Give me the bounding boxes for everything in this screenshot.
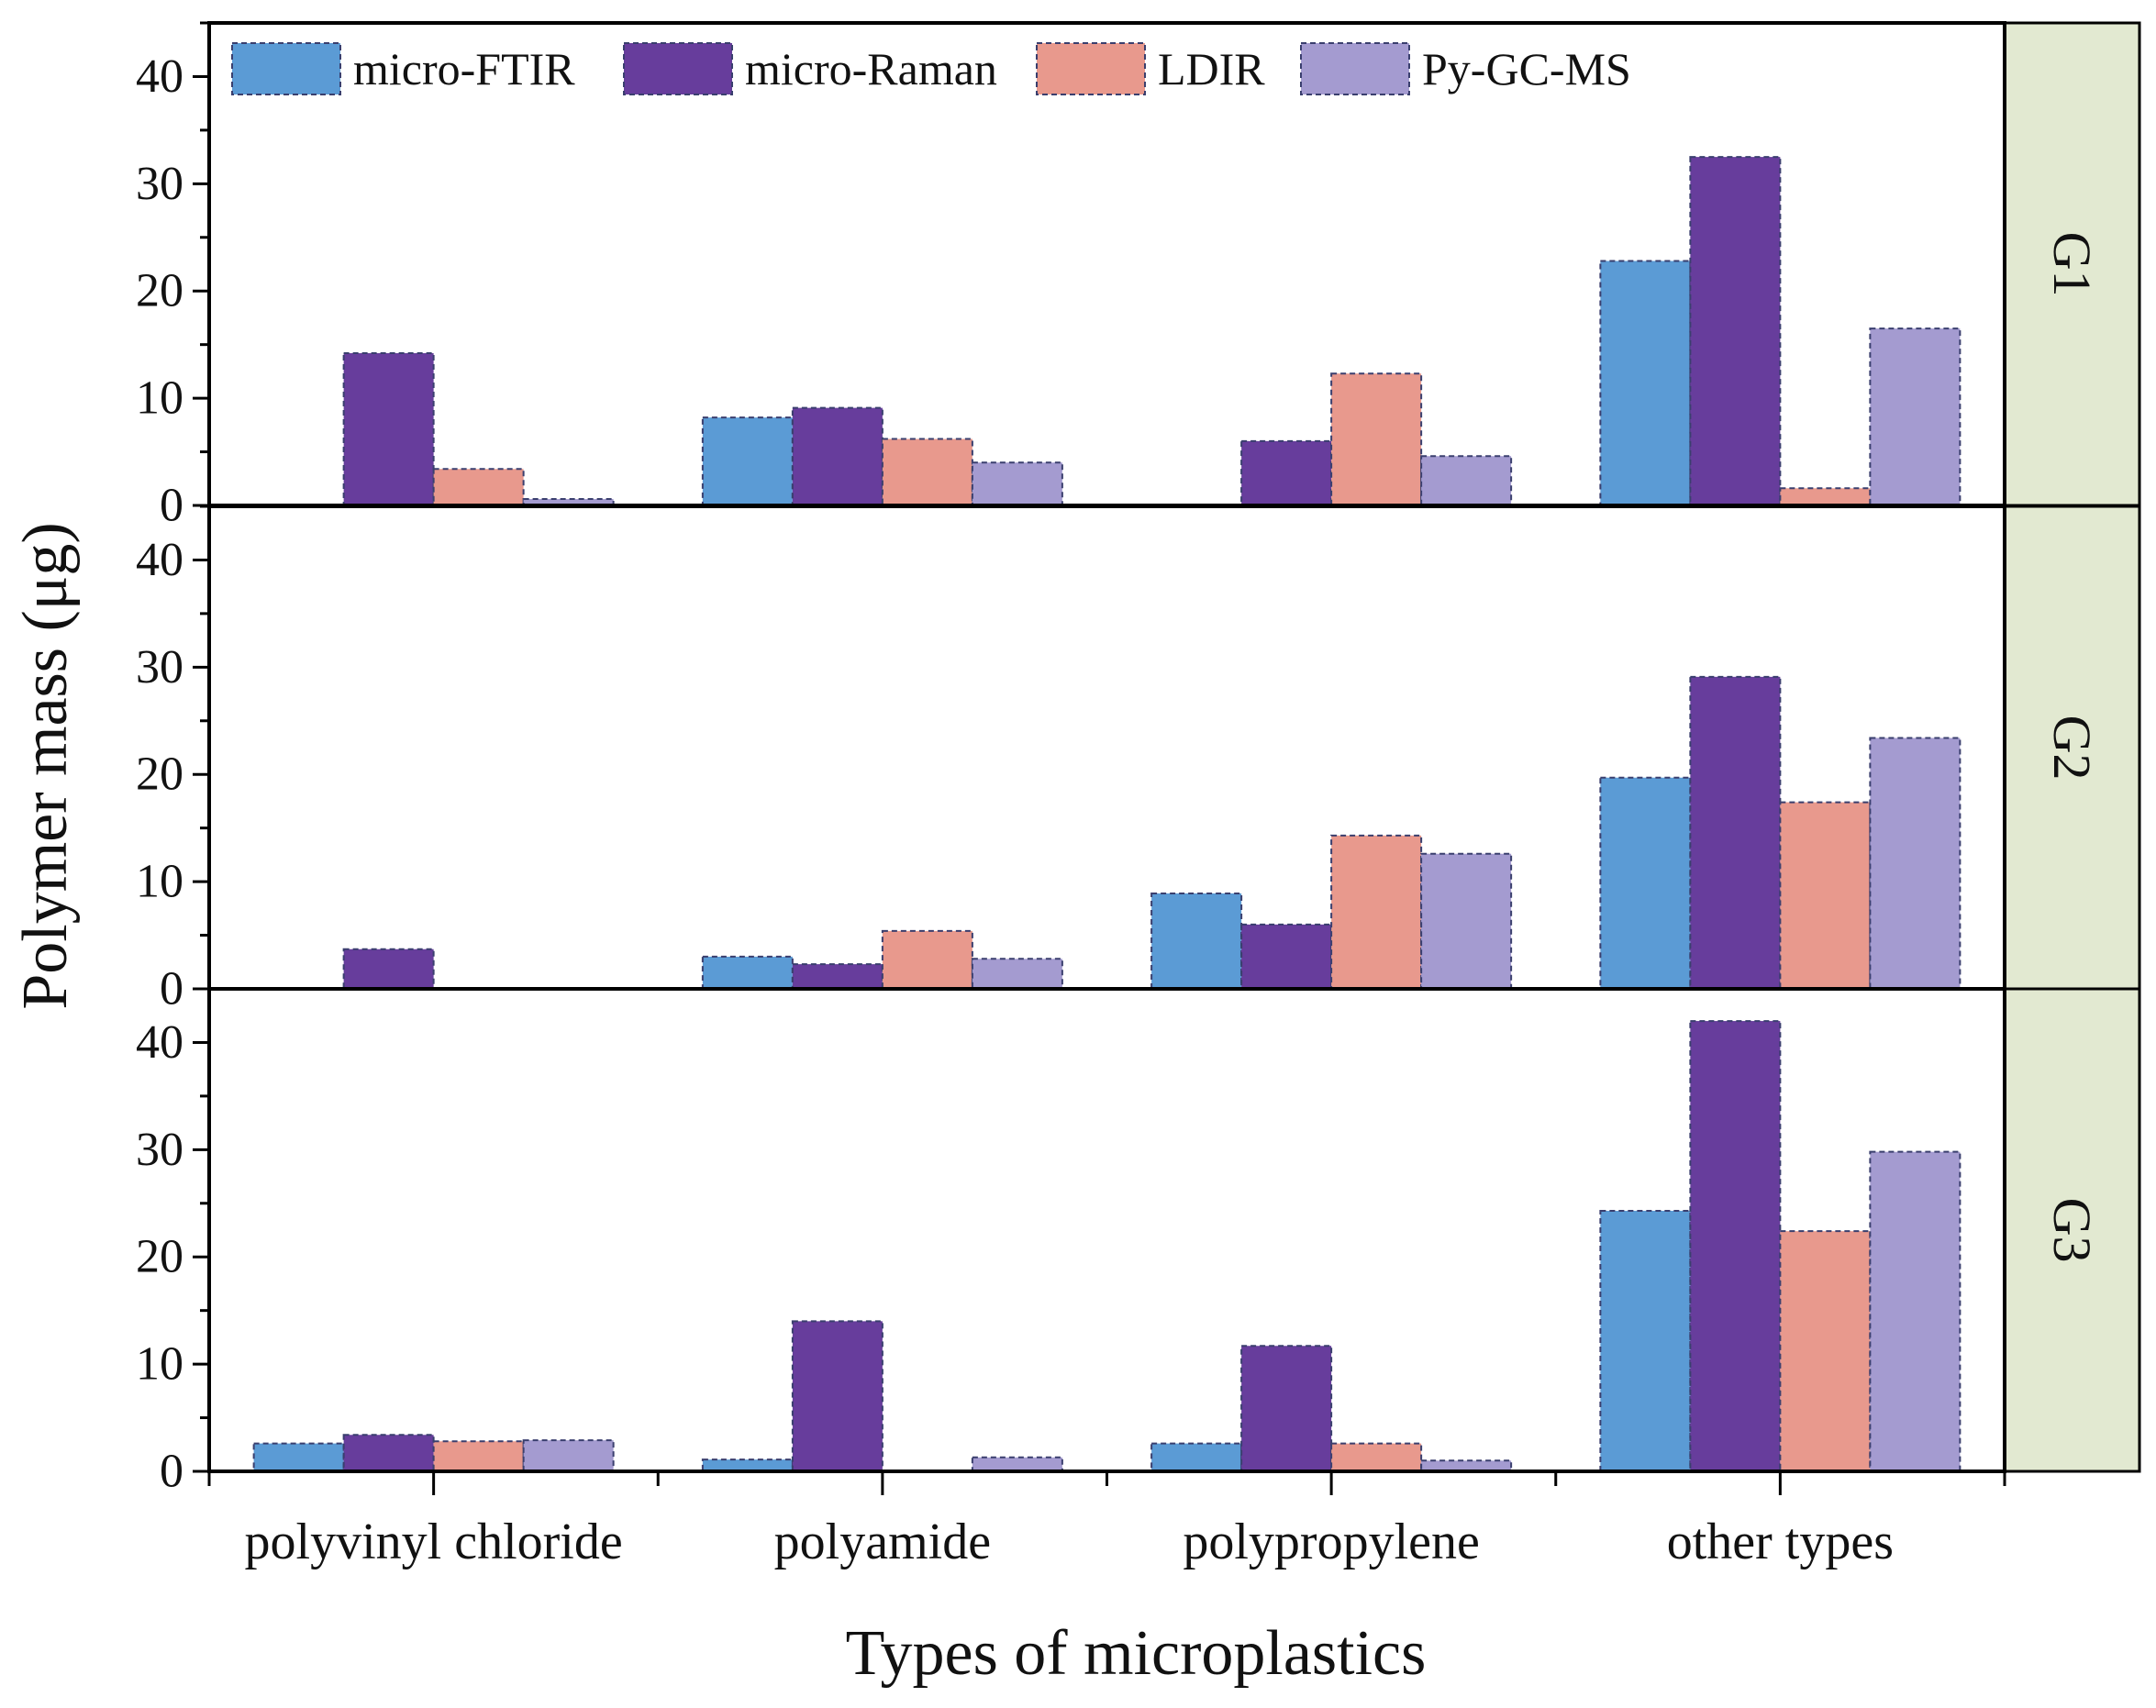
bar-g2-3-0 bbox=[1599, 776, 1692, 990]
bar-g3-0-2 bbox=[432, 1440, 525, 1473]
y-axis: 0 10 20 30 40 bbox=[136, 21, 209, 532]
bar-g1-1-1 bbox=[791, 406, 884, 506]
panel-strip bbox=[2003, 21, 2141, 507]
x-tick-label: polyvinyl chloride bbox=[245, 1514, 623, 1570]
bar-g3-2-2 bbox=[1330, 1442, 1423, 1472]
bar-g3-0-3 bbox=[522, 1439, 615, 1472]
legend-label: micro-FTIR bbox=[353, 43, 575, 94]
bar-g1-3-3 bbox=[1869, 327, 1962, 506]
bar-g3-1-1 bbox=[791, 1320, 884, 1473]
bar-g1-1-2 bbox=[881, 438, 973, 507]
y-axis: 0 10 20 30 40 bbox=[136, 987, 209, 1498]
bar-g2-1-1 bbox=[791, 963, 884, 991]
legend-label: micro-Raman bbox=[745, 43, 997, 94]
bar-g3-0-0 bbox=[252, 1442, 345, 1472]
legend-item-micro-raman: micro-Raman bbox=[623, 42, 997, 95]
x-tick-label: other types bbox=[1667, 1514, 1894, 1570]
y-tick-label: 20 bbox=[136, 265, 183, 317]
panel-strip bbox=[2003, 987, 2141, 1473]
legend-swatch bbox=[623, 42, 733, 95]
legend-label: LDIR bbox=[1158, 43, 1265, 94]
legend: micro-FTIR micro-Raman LDIR Py-GC-MS bbox=[231, 42, 1631, 95]
bar-g3-3-3 bbox=[1869, 1150, 1962, 1473]
bar-g2-2-3 bbox=[1420, 852, 1513, 990]
bar-g2-1-0 bbox=[701, 955, 794, 991]
bar-g1-2-3 bbox=[1420, 455, 1513, 506]
bar-g3-1-3 bbox=[971, 1456, 1063, 1472]
bar-g2-1-2 bbox=[881, 929, 973, 991]
bar-g3-3-2 bbox=[1779, 1230, 1872, 1473]
bar-g2-0-1 bbox=[342, 948, 435, 990]
bar-g2-1-3 bbox=[971, 958, 1063, 991]
bar-g1-0-1 bbox=[342, 352, 435, 507]
bar-g1-0-2 bbox=[432, 468, 525, 507]
bar-g2-3-1 bbox=[1689, 675, 1782, 990]
y-tick-label: 0 bbox=[160, 1446, 183, 1498]
legend-item-micro-ftir: micro-FTIR bbox=[231, 42, 575, 95]
panel-label: G3 bbox=[2042, 1198, 2102, 1263]
panel-g3: G3 0 10 20 30 40 bbox=[136, 987, 2141, 1498]
legend-item-py-gc-ms: Py-GC-MS bbox=[1300, 42, 1631, 95]
bar-g3-3-1 bbox=[1689, 1020, 1782, 1472]
bar-g1-1-3 bbox=[971, 461, 1063, 506]
legend-swatch bbox=[1036, 42, 1146, 95]
panel-g1: G1 0 10 20 30 40 bbox=[136, 21, 2141, 532]
bar-g2-2-1 bbox=[1240, 923, 1333, 990]
panel-label: G2 bbox=[2042, 715, 2102, 781]
bar-g2-3-3 bbox=[1869, 737, 1962, 990]
bar-g1-3-0 bbox=[1599, 260, 1692, 506]
bar-g1-2-2 bbox=[1330, 372, 1423, 506]
x-axis: polyvinyl chloride polyamide polypropylene… bbox=[207, 1471, 2006, 1570]
y-tick-label: 10 bbox=[136, 856, 183, 908]
bar-g3-2-3 bbox=[1420, 1459, 1513, 1473]
panels-layer: G1 0 10 20 30 40 G2 0 10 20 30 40 G3 0 10 20 30 40 bbox=[136, 21, 2141, 1498]
bar-g3-2-1 bbox=[1240, 1345, 1333, 1472]
y-tick-label: 0 bbox=[160, 963, 183, 1015]
y-tick-label: 40 bbox=[136, 534, 183, 586]
bar-g3-3-0 bbox=[1599, 1209, 1692, 1472]
y-axis-title: Polymer mass (μg) bbox=[10, 522, 81, 1009]
bar-g2-3-2 bbox=[1779, 801, 1872, 991]
bar-g1-3-1 bbox=[1689, 156, 1782, 506]
y-tick-label: 30 bbox=[136, 641, 183, 693]
y-tick-label: 40 bbox=[136, 50, 183, 103]
panel-strip bbox=[2003, 505, 2141, 991]
panel-label: G1 bbox=[2042, 232, 2102, 297]
y-tick-label: 30 bbox=[136, 1124, 183, 1176]
bar-g3-2-0 bbox=[1150, 1442, 1243, 1472]
legend-item-ldir: LDIR bbox=[1036, 42, 1265, 95]
y-tick-label: 10 bbox=[136, 372, 183, 425]
x-tick-label: polyamide bbox=[774, 1514, 991, 1570]
x-tick-label: polypropylene bbox=[1183, 1514, 1479, 1570]
y-tick-label: 20 bbox=[136, 1231, 183, 1283]
y-tick-label: 40 bbox=[136, 1016, 183, 1069]
bar-g1-2-1 bbox=[1240, 439, 1333, 506]
y-tick-label: 20 bbox=[136, 749, 183, 801]
y-tick-label: 0 bbox=[160, 480, 183, 532]
bar-g1-3-2 bbox=[1779, 487, 1872, 507]
y-tick-label: 10 bbox=[136, 1338, 183, 1391]
y-axis: 0 10 20 30 40 bbox=[136, 505, 209, 1015]
panel-g2: G2 0 10 20 30 40 bbox=[136, 505, 2141, 1015]
x-axis-title: Types of microplastics bbox=[846, 1618, 1427, 1689]
bar-g1-1-0 bbox=[701, 416, 794, 507]
bar-g3-0-1 bbox=[342, 1434, 435, 1473]
legend-swatch bbox=[1300, 42, 1410, 95]
bar-g2-2-0 bbox=[1150, 892, 1243, 990]
legend-label: Py-GC-MS bbox=[1422, 43, 1631, 94]
y-tick-label: 30 bbox=[136, 158, 183, 210]
bar-g2-2-2 bbox=[1330, 834, 1423, 990]
legend-swatch bbox=[231, 42, 341, 95]
